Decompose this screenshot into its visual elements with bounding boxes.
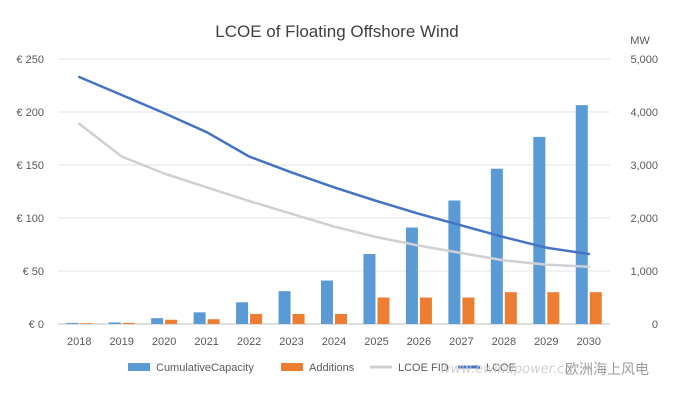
bar-cumulative-capacity (321, 280, 333, 324)
bar-additions (547, 292, 560, 324)
x-axis-tick-label: 2030 (577, 336, 601, 348)
gridlines (58, 58, 610, 325)
left-axis-tick-label: € 250 (16, 54, 44, 66)
bar-additions (335, 313, 347, 324)
legend-swatch-additions (281, 363, 303, 371)
bar-cumulative-capacity (236, 302, 249, 324)
x-axis-tick-label: 2020 (152, 336, 176, 348)
lines (77, 75, 591, 269)
bar-cumulative-capacity (490, 168, 503, 324)
legend-swatch-cumulative-capacity (128, 363, 150, 371)
bar-additions (250, 313, 263, 324)
bar-cumulative-capacity (66, 322, 79, 324)
bar-additions (419, 297, 432, 324)
bar-additions (207, 319, 220, 324)
bars (66, 105, 602, 324)
x-axis-tick-label: 2028 (492, 336, 516, 348)
line-lcoe-fid (77, 122, 591, 269)
right-axis-tick-label: 0 (652, 319, 658, 331)
bar-additions (589, 292, 602, 324)
watermark: www.ewindpower.cn 欧洲海上风电 (440, 362, 649, 378)
right-axis-tick-label: 5,000 (630, 54, 658, 66)
bar-additions (504, 292, 517, 324)
right-axis-label: MW (630, 35, 650, 47)
x-axis-tick-label: 2023 (279, 336, 303, 348)
legend-label-cumulative-capacity: CumulativeCapacity (156, 362, 254, 374)
bar-additions (80, 323, 93, 324)
left-axis-ticks: € 0 € 50 € 100 € 150 € 200 € 250 (16, 54, 44, 331)
bar-additions (462, 297, 475, 324)
bar-cumulative-capacity (533, 136, 546, 324)
left-axis-tick-label: € 150 (16, 160, 44, 172)
right-axis-tick-label: 4,000 (630, 107, 658, 119)
bar-cumulative-capacity (575, 105, 588, 324)
x-axis-tick-label: 2026 (407, 336, 431, 348)
left-axis-tick-label: € 50 (23, 266, 44, 278)
left-axis-tick-label: € 200 (16, 107, 44, 119)
x-axis-tick-label: 2027 (449, 336, 473, 348)
left-axis-tick-label: € 0 (29, 319, 44, 331)
bar-cumulative-capacity (108, 322, 121, 324)
x-axis-tick-label: 2022 (237, 336, 261, 348)
legend-label-lcoe-fid: LCOE FID (398, 362, 449, 374)
bar-cumulative-capacity (151, 318, 164, 324)
x-axis-tick-label: 2021 (194, 336, 218, 348)
x-axis-tick-label: 2024 (322, 336, 346, 348)
x-axis-tick-label: 2025 (364, 336, 388, 348)
line-lcoe (77, 75, 591, 256)
legend-label-additions: Additions (309, 362, 355, 374)
right-axis-tick-label: 1,000 (630, 266, 658, 278)
bar-additions (292, 313, 305, 324)
x-axis-tick-label: 2018 (67, 336, 91, 348)
right-axis-tick-label: 2,000 (630, 213, 658, 225)
bar-additions (377, 297, 390, 324)
bar-additions (165, 319, 178, 324)
bar-cumulative-capacity (278, 291, 291, 324)
right-axis-ticks: 0 1,000 2,000 3,000 4,000 5,000 (630, 54, 658, 331)
x-axis-ticks: 2018 2019 2020 2021 2022 2023 2024 2025 2026 2027… (67, 336, 601, 348)
bar-cumulative-capacity (405, 227, 418, 324)
legend: CumulativeCapacity Additions LCOE FID LC… (128, 362, 516, 374)
legend-label-lcoe: LCOE (486, 362, 516, 374)
bar-cumulative-capacity (363, 254, 376, 324)
bar-cumulative-capacity (193, 312, 206, 324)
right-axis-tick-label: 3,000 (630, 160, 658, 172)
watermark-url: www.ewindpower.cn (440, 362, 572, 377)
bar-cumulative-capacity (448, 200, 461, 324)
x-axis-tick-label: 2029 (534, 336, 558, 348)
left-axis-tick-label: € 100 (16, 213, 44, 225)
x-axis-tick-label: 2019 (109, 336, 133, 348)
watermark-cn: 欧洲海上风电 (565, 362, 649, 378)
chart-title: LCOE of Floating Offshore Wind (215, 22, 458, 41)
bar-additions (122, 322, 135, 324)
